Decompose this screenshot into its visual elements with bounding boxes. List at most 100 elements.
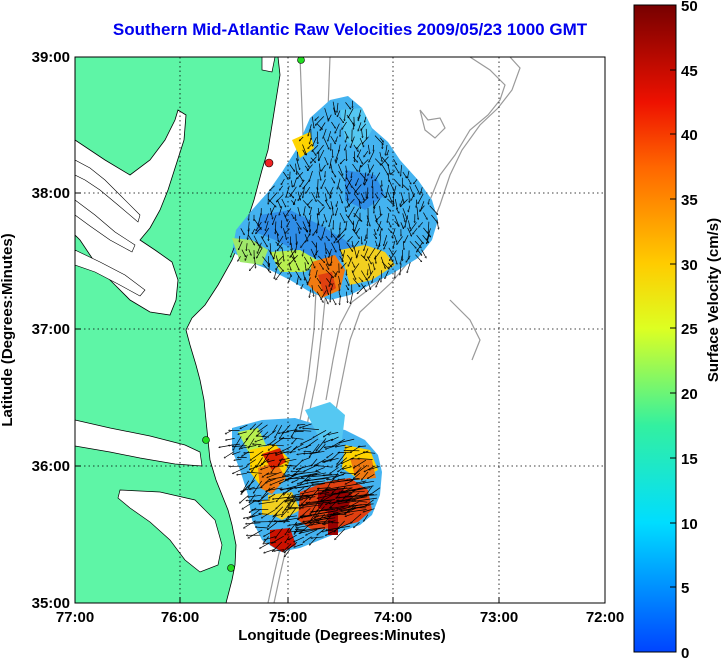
velocity-arrow: [296, 521, 305, 524]
velocity-arrow: [341, 504, 370, 510]
velocity-arrow: [277, 242, 283, 251]
velocity-arrow: [340, 296, 341, 305]
velocity-arrow: [400, 192, 404, 203]
velocity-arrow: [288, 276, 291, 282]
velocity-arrow: [339, 194, 343, 204]
velocity-arrow: [374, 193, 378, 199]
velocity-arrow: [252, 444, 262, 445]
velocity-arrow: [318, 179, 319, 190]
velocity-arrow: [331, 436, 339, 441]
velocity-arrow: [294, 177, 298, 187]
velocity-arrow: [414, 184, 420, 195]
velocity-arrow: [283, 543, 292, 552]
velocity-arrow: [316, 269, 318, 278]
tick-marks: [74, 56, 606, 604]
velocity-arrow: [301, 283, 304, 289]
velocity-arrow: [285, 465, 296, 467]
velocity-arrow: [376, 278, 381, 287]
velocity-arrow: [282, 474, 290, 476]
velocity-arrow: [319, 149, 325, 161]
velocity-arrow: [400, 263, 402, 275]
velocity-arrow: [360, 270, 367, 280]
velocity-arrow: [281, 178, 285, 185]
velocity-arrow: [351, 270, 356, 280]
velocity-arrow: [303, 256, 308, 264]
velocity-arrow: [402, 208, 407, 219]
x-tick-label: 73:00: [480, 609, 518, 626]
velocity-arrow: [285, 208, 292, 216]
velocity-arrow: [282, 248, 284, 261]
velocity-arrow: [248, 228, 250, 239]
velocity-arrow: [276, 500, 285, 509]
velocity-arrow: [357, 284, 366, 294]
velocity-arrow: [387, 228, 392, 233]
velocity-arrow: [344, 184, 349, 194]
map-title: Southern Mid-Atlantic Raw Velocities 200…: [112, 20, 588, 39]
velocity-arrow: [317, 487, 331, 489]
velocity-arrow: [237, 472, 247, 475]
velocity-arrow: [287, 429, 297, 432]
velocity-arrow: [338, 497, 377, 504]
river-rappahannock: [75, 199, 136, 253]
velocity-arrow: [288, 271, 292, 276]
velocity-arrow: [427, 228, 431, 240]
velocity-arrow: [293, 198, 297, 205]
velocity-arrow: [364, 240, 368, 251]
velocity-arrow: [285, 536, 290, 543]
velocity-arrow: [364, 150, 369, 157]
velocity-arrow: [261, 452, 277, 456]
velocity-arrow: [380, 192, 386, 198]
velocity-arrow: [318, 443, 326, 452]
velocity-arrow: [276, 270, 283, 280]
velocity-arrow: [404, 235, 409, 243]
velocity-arrow: [363, 508, 375, 512]
velocity-arrow: [304, 276, 308, 283]
x-tick-label: 74:00: [374, 609, 412, 626]
velocity-arrow: [416, 199, 417, 208]
velocity-arrow: [387, 213, 390, 222]
velocity-arrow: [250, 450, 264, 460]
colorbar-title: Surface Velocity (cm/s): [705, 218, 722, 382]
station-marker: [227, 564, 235, 572]
velocity-arrow: [358, 277, 363, 281]
velocity-arrow: [224, 451, 235, 458]
velocity-arrow: [338, 291, 341, 298]
velocity-arrow: [384, 234, 388, 246]
velocity-arrow: [350, 136, 355, 148]
velocity-arrow: [342, 121, 347, 130]
velocity-arrow: [339, 485, 374, 492]
velocity-arrow: [405, 215, 409, 227]
velocity-arrow: [317, 199, 323, 206]
velocity-arrow: [414, 179, 418, 183]
pamlico-sound: [117, 489, 223, 573]
velocity-arrow: [368, 164, 375, 176]
velocity-arrow: [276, 450, 290, 455]
velocity-arrow: [335, 271, 338, 277]
velocity-arrow: [267, 522, 278, 529]
velocity-arrow: [394, 220, 399, 225]
velocity-arrow: [258, 424, 268, 432]
velocity-arrow: [331, 121, 335, 128]
velocity-arrow: [338, 275, 341, 285]
velocity-arrow: [366, 485, 373, 496]
velocity-arrow: [248, 494, 262, 497]
velocity-arrow: [281, 482, 308, 490]
velocity-arrow: [345, 102, 351, 109]
velocity-arrow: [230, 247, 235, 257]
velocity-arrow: [335, 149, 340, 161]
velocity-arrow: [345, 135, 348, 143]
velocity-arrow: [397, 236, 403, 244]
x-axis-title: Longitude (Degrees:Minutes): [238, 627, 446, 644]
station-marker-red: [264, 158, 274, 168]
velocity-arrow: [379, 235, 382, 246]
velocity-arrow: [362, 136, 369, 144]
velocity-arrow: [423, 212, 427, 220]
velocity-arrow: [291, 213, 295, 219]
velocity-arrow: [337, 178, 341, 190]
velocity-arrow: [287, 507, 297, 521]
velocity-arrow: [241, 445, 257, 448]
velocity-arrow: [357, 143, 362, 148]
velocity-arrow: [303, 185, 305, 198]
velocity-arrow: [429, 205, 438, 215]
velocity-arrow: [315, 116, 325, 125]
